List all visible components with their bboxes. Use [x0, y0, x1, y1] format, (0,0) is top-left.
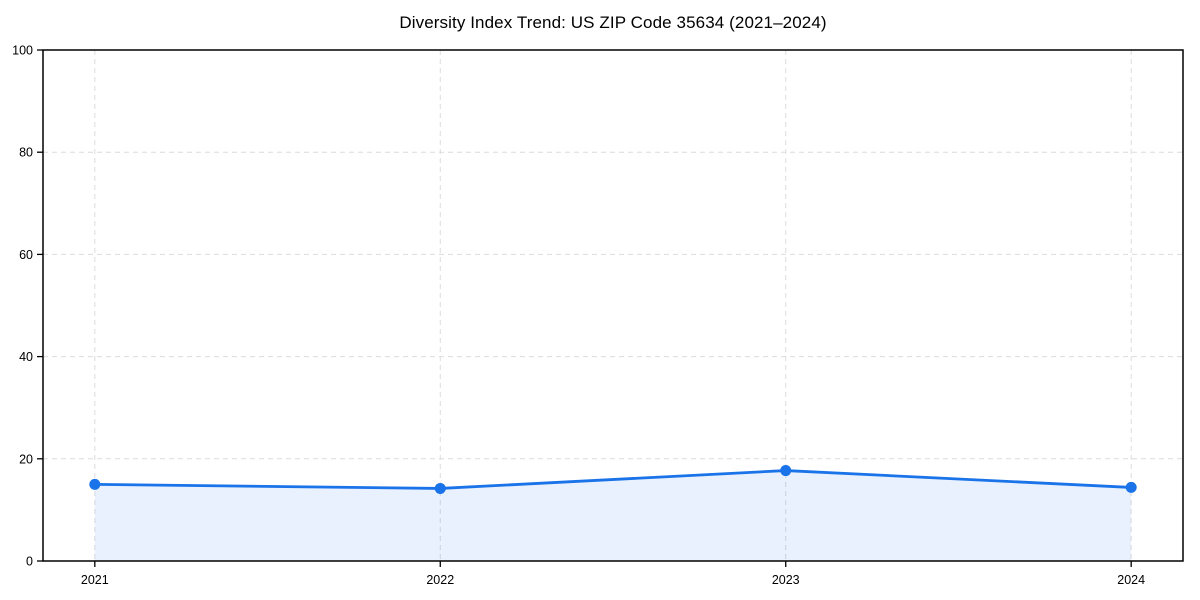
y-tick-label: 100 [12, 44, 33, 58]
x-tick-label: 2021 [81, 573, 109, 587]
chart-title: Diversity Index Trend: US ZIP Code 35634… [399, 13, 827, 32]
data-point [89, 478, 101, 490]
area-fill [94, 470, 1132, 561]
data-point [434, 482, 446, 494]
data-point [780, 465, 792, 477]
y-tick-label: 80 [19, 146, 33, 160]
y-tick-label: 40 [19, 350, 33, 364]
x-tick-label: 2022 [426, 573, 454, 587]
data-point [1125, 481, 1137, 493]
y-tick-label: 20 [19, 452, 33, 466]
y-tick-label: 60 [19, 248, 33, 262]
x-tick-label: 2023 [772, 573, 800, 587]
x-tick-label: 2024 [1117, 573, 1145, 587]
axis-box [42, 49, 1184, 562]
y-tick-label: 0 [26, 555, 33, 569]
trend-line [93, 469, 1133, 490]
